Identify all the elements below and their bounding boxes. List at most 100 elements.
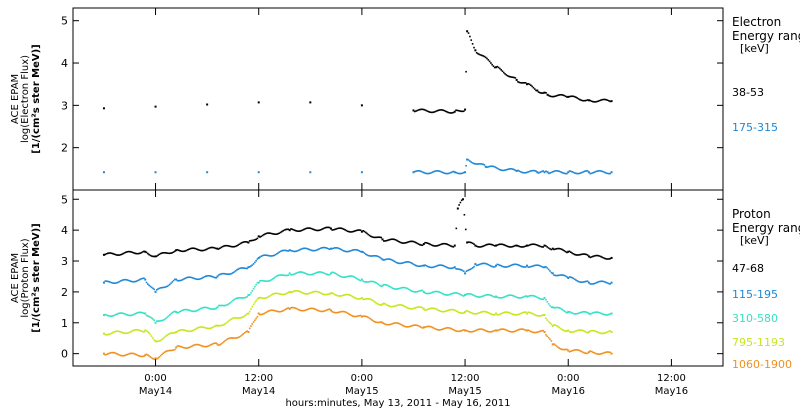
electron-sample-dot [486,57,488,60]
electron-sample-dot [523,172,526,174]
electron-sample-dot [538,91,541,94]
proton-sample-dot [425,325,428,328]
proton-sample-dot [304,228,306,230]
proton-sample-dot [372,300,375,302]
proton-sample-dot [211,343,214,345]
proton-sample-dot [282,229,285,232]
proton-sample-dot [132,352,135,355]
proton-sample-dot [477,264,479,266]
proton-sample-dot [415,291,417,293]
proton-sample-dot [355,229,358,232]
proton-point [525,312,528,315]
electron-point [466,158,469,161]
electron-sample-dot [448,112,451,114]
proton-sample-dot [349,250,352,252]
proton-sample-dot [379,236,381,239]
proton-sample-dot [448,293,451,296]
proton-sample-dot [444,243,447,245]
x-tick-date-label: May15 [448,386,481,397]
proton-point [381,284,384,287]
proton-sample-dot [284,293,287,295]
proton-point [610,256,613,259]
proton-sample-dot [370,235,372,238]
proton-sample-dot [373,236,376,239]
electron-sample-dot [493,66,496,69]
electron-sample-dot [514,77,517,79]
proton-sample-dot [557,274,559,277]
proton-sample-dot [438,329,441,331]
proton-sample-dot [598,255,601,257]
proton-sample-dot [127,353,130,355]
proton-sample-dot [438,291,441,293]
proton-sample-dot [208,247,211,249]
proton-sample-dot [446,327,448,329]
proton-sample-dot [239,317,242,319]
proton-sample-dot [232,299,234,302]
proton-sample-dot [585,352,588,355]
proton-sample-dot [366,298,368,300]
electron-sample-dot [563,94,566,97]
proton-sample-dot [592,312,594,314]
proton-sample-dot [291,306,294,309]
proton-sample-dot [332,292,335,295]
proton-sample-dot [344,293,346,296]
electron-ytick-label: 3 [61,99,68,112]
proton-sample-dot [354,276,357,279]
electron-sample-dot [572,95,575,98]
proton-sample-dot [490,331,492,333]
proton-sample-dot [123,313,126,315]
proton-sample-dot [437,264,439,267]
proton-sample-dot [608,258,610,260]
proton-sample-dot [598,332,601,334]
proton-sample-dot [349,275,352,277]
electron-sample-dot [523,82,526,84]
electron-sample-dot [430,111,433,114]
proton-sample-dot [558,347,561,349]
proton-sample-dot [421,264,424,267]
proton-sample-dot [358,314,361,317]
proton-sample-dot [273,254,275,257]
proton-sample-dot [287,274,290,276]
proton-sample-dot [297,308,300,311]
electron-sample-dot [456,172,459,174]
proton-sample-dot [566,330,568,332]
proton-sample-dot [550,306,553,308]
proton-sample-dot [202,249,205,252]
proton-sample-dot [373,320,376,323]
proton-sample-dot [306,227,309,229]
proton-sample-dot [383,240,385,242]
proton-sample-dot [571,312,573,314]
proton-sample-dot [234,297,237,300]
proton-sample-dot [502,266,505,268]
proton-sample-dot [434,265,437,268]
proton-sample-dot [448,244,451,247]
proton-sample-dot [150,317,153,319]
proton-point [525,244,528,247]
proton-sample-dot [437,329,439,331]
proton-sample-dot [521,265,523,268]
proton-sample-dot [582,351,585,354]
electron-sample-dot [460,172,462,175]
proton-sample-dot [332,271,335,274]
electron-sample-dot [504,73,506,75]
proton-sample-dot [534,243,536,246]
proton-sample-dot [219,304,221,307]
proton-sample-dot [550,323,553,325]
electron-sample-dot [438,109,441,111]
proton-sample-dot [331,292,334,294]
electron-sample-dot [459,110,461,112]
electron-sample-dot [602,171,605,173]
proton-sample-dot [573,313,576,315]
electron-sample-dot [549,172,551,174]
proton-sample-dot [248,240,251,242]
electron-sample-dot [563,172,566,175]
proton-sample-dot [502,328,505,331]
proton-sample-dot [225,244,228,247]
proton-sample-dot [377,303,380,306]
proton-sample-dot [248,327,251,330]
proton-point [551,247,554,250]
proton-sample-dot [502,243,505,246]
proton-sample-dot [234,245,237,248]
proton-sample-dot [424,292,426,294]
proton-sample-dot [563,274,566,277]
